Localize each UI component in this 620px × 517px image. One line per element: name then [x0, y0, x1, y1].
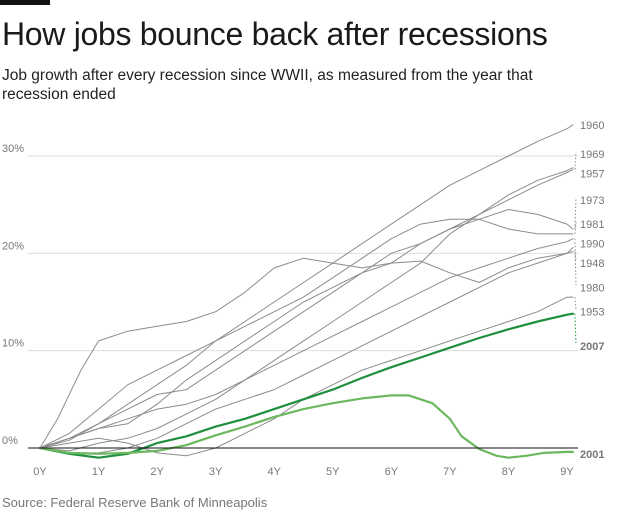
- series-label-2007: 2007: [580, 341, 604, 353]
- series-line-1990: [39, 247, 574, 454]
- series-label-1973: 1973: [580, 195, 604, 207]
- label-leader: [574, 313, 577, 344]
- label-leader: [574, 152, 577, 170]
- x-tick-label: 2Y: [150, 466, 164, 478]
- series-label-1990: 1990: [580, 239, 604, 251]
- series-line-2001: [38, 394, 575, 459]
- x-tick-label: 5Y: [326, 466, 340, 478]
- x-tick-label: 6Y: [385, 466, 399, 478]
- series-label-1969: 1969: [580, 149, 604, 161]
- series-line-1973: [39, 209, 574, 449]
- series-label-1960: 1960: [580, 120, 604, 132]
- y-tick-label: 0%: [2, 435, 18, 447]
- series-line-1981: [39, 218, 574, 449]
- series-line-2007: [38, 312, 575, 459]
- chart-subtitle: Job growth after every recession since W…: [2, 67, 533, 103]
- series-lines: [38, 124, 575, 459]
- y-tick-label: 10%: [2, 338, 24, 350]
- y-tick-label: 20%: [2, 240, 24, 252]
- series-line-1948: [39, 250, 574, 449]
- x-tick-label: 9Y: [560, 466, 574, 478]
- series-labels: 1960 1969 1957 1973 1981 1990 1948 1980 1953 2007…: [574, 120, 604, 461]
- series-line-1960: [39, 124, 574, 449]
- x-tick-label: 7Y: [443, 466, 457, 478]
- series-line-1980: [39, 238, 574, 449]
- series-label-1953: 1953: [580, 307, 604, 319]
- x-tick-label: 8Y: [502, 466, 516, 478]
- source-note: Source: Federal Reserve Bank of Minneapo…: [2, 495, 268, 510]
- label-leader: [574, 297, 577, 310]
- axes: 0% 10% 20% 30% 0Y 1Y 2Y 3Y 4Y 5Y 6Y 7Y 8Y 9Y: [2, 143, 578, 478]
- x-tick-label: 3Y: [209, 466, 223, 478]
- x-tick-label: 1Y: [92, 466, 106, 478]
- grid-lines: [28, 155, 578, 352]
- series-line-1953: [39, 296, 574, 457]
- label-leader: [574, 238, 577, 286]
- x-tick-label: 0Y: [33, 466, 47, 478]
- top-rule: [0, 0, 50, 5]
- series-label-1981: 1981: [580, 219, 604, 231]
- label-leader: [574, 197, 577, 230]
- series-label-1980: 1980: [580, 282, 604, 294]
- x-tick-label: 4Y: [267, 466, 281, 478]
- label-leader: [574, 167, 577, 172]
- chart-title: How jobs bounce back after recessions: [2, 16, 548, 52]
- y-tick-label: 30%: [2, 143, 24, 155]
- series-label-1948: 1948: [580, 258, 604, 270]
- series-line-1957: [39, 167, 574, 452]
- series-label-1957: 1957: [580, 169, 604, 181]
- series-label-2001: 2001: [580, 449, 604, 461]
- series-line-1969: [39, 169, 574, 449]
